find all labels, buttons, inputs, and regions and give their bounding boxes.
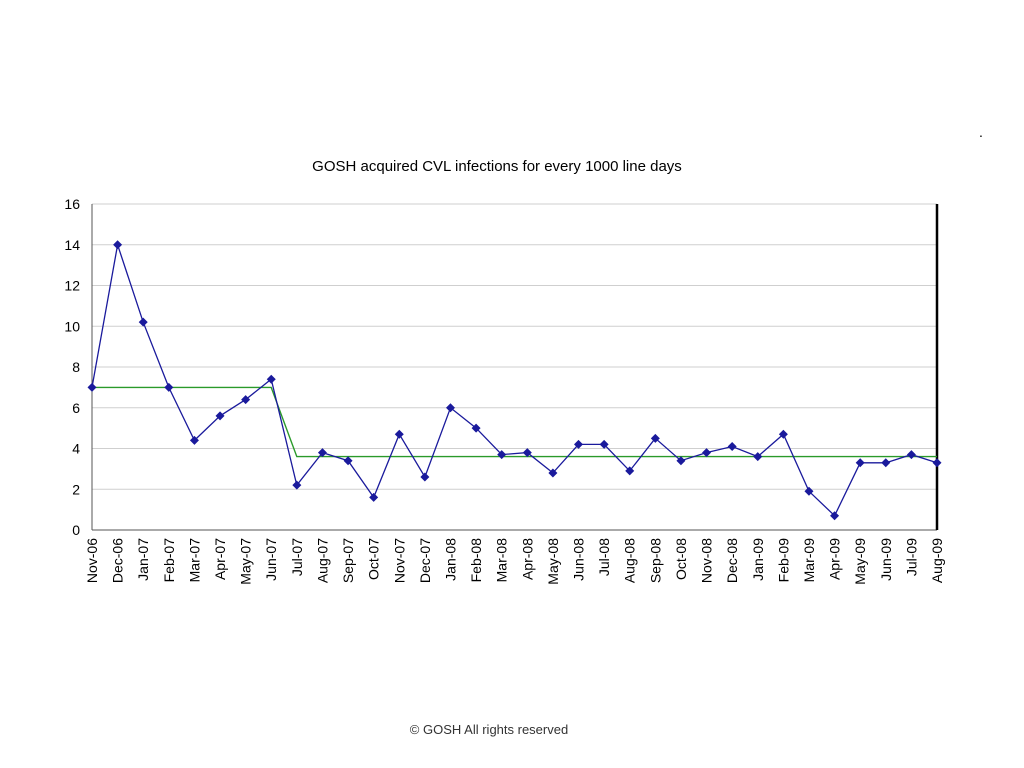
data-point-marker (881, 458, 891, 468)
data-point-marker (266, 374, 276, 384)
data-point-marker (830, 511, 840, 521)
x-tick-label: Nov-07 (391, 538, 407, 583)
data-point-marker (394, 429, 404, 439)
axes (91, 204, 939, 531)
gridlines (92, 203, 937, 490)
data-point-marker (138, 317, 148, 327)
x-tick-label: Jun-08 (571, 538, 587, 581)
data-point-marker (625, 466, 635, 476)
data-point-marker (932, 458, 942, 468)
data-point-marker (369, 492, 379, 502)
x-tick-label: Mar-08 (494, 538, 510, 583)
x-tick-label: Apr-09 (827, 538, 843, 580)
x-tick-label: May-07 (238, 538, 254, 585)
data-point-marker (241, 395, 251, 405)
x-tick-label: Mar-07 (186, 538, 202, 583)
y-tick-label: 0 (72, 522, 80, 538)
x-tick-label: Aug-09 (929, 538, 945, 583)
data-point-marker (113, 240, 123, 250)
x-tick-label: Jun-07 (263, 538, 279, 581)
data-point-marker (445, 403, 455, 413)
x-tick-label: Sep-08 (647, 538, 663, 583)
x-tick-label: Aug-07 (314, 538, 330, 583)
x-tick-label: Feb-08 (468, 538, 484, 583)
data-point-marker (650, 433, 660, 443)
x-tick-label: Sep-07 (340, 538, 356, 583)
data-point-marker (87, 382, 97, 392)
y-tick-label: 12 (64, 278, 80, 294)
series-line-0 (91, 244, 938, 517)
data-point-marker (906, 450, 916, 460)
x-tick-label: Dec-06 (110, 538, 126, 583)
x-tick-label: Apr-08 (519, 538, 535, 580)
y-tick-label: 14 (64, 237, 80, 253)
y-tick-labels: 0 2 4 6 8 10 12 14 16 (64, 196, 80, 538)
y-tick-label: 10 (64, 318, 80, 334)
x-tick-label: Jul-08 (596, 538, 612, 576)
chart-title: GOSH acquired CVL infections for every 1… (312, 158, 682, 175)
data-point-marker (727, 441, 737, 451)
x-tick-label: Oct-08 (673, 538, 689, 580)
data-point-marker (804, 486, 814, 496)
y-tick-label: 2 (72, 481, 80, 497)
x-tick-label: Dec-07 (417, 538, 433, 583)
data-point-marker (164, 382, 174, 392)
y-tick-label: 16 (64, 196, 80, 212)
x-tick-label: Dec-08 (724, 538, 740, 583)
data-point-marker (702, 448, 712, 458)
data-point-marker (420, 472, 430, 482)
copyright-notice: © GOSH All rights reserved (409, 722, 569, 737)
y-tick-label: 4 (72, 441, 80, 457)
x-tick-label: Nov-08 (699, 538, 715, 583)
data-point-marker (855, 458, 865, 468)
series-layer (87, 240, 942, 521)
data-point-marker (522, 448, 532, 458)
data-point-marker (343, 456, 353, 466)
x-tick-label: Jan-09 (750, 538, 766, 581)
x-tick-label: Feb-07 (161, 538, 177, 583)
data-point-marker (292, 480, 302, 490)
stray-dot: . (979, 124, 983, 140)
x-tick-label: Feb-09 (775, 538, 791, 583)
x-tick-label: Jun-09 (878, 538, 894, 581)
x-tick-label: Jan-08 (442, 538, 458, 581)
data-point-marker (599, 439, 609, 449)
data-point-marker (317, 448, 327, 458)
x-tick-label: May-09 (852, 538, 868, 585)
x-tick-label: Jul-07 (289, 538, 305, 576)
x-tick-label: Jan-07 (135, 538, 151, 581)
x-tick-labels: Nov-06 Dec-06 Jan-07 Feb-07 Mar-07 Apr-07 May-… (84, 538, 945, 585)
data-point-marker (215, 411, 225, 421)
data-point-marker (548, 468, 558, 478)
x-tick-label: May-08 (545, 538, 561, 585)
data-point-marker (471, 423, 481, 433)
x-tick-label: Nov-06 (84, 538, 100, 583)
data-point-marker (778, 429, 788, 439)
series-line-1 (92, 386, 937, 458)
x-tick-label: Jul-09 (903, 538, 919, 576)
data-point-marker (574, 439, 584, 449)
x-tick-label: Apr-07 (212, 538, 228, 580)
data-point-marker (753, 452, 763, 462)
data-point-marker (497, 450, 507, 460)
x-tick-label: Oct-07 (366, 538, 382, 580)
data-point-marker (676, 456, 686, 466)
y-tick-label: 6 (72, 400, 80, 416)
y-tick-label: 8 (72, 359, 80, 375)
data-point-marker (189, 435, 199, 445)
x-tick-label: Mar-09 (801, 538, 817, 583)
x-tick-label: Aug-08 (622, 538, 638, 583)
